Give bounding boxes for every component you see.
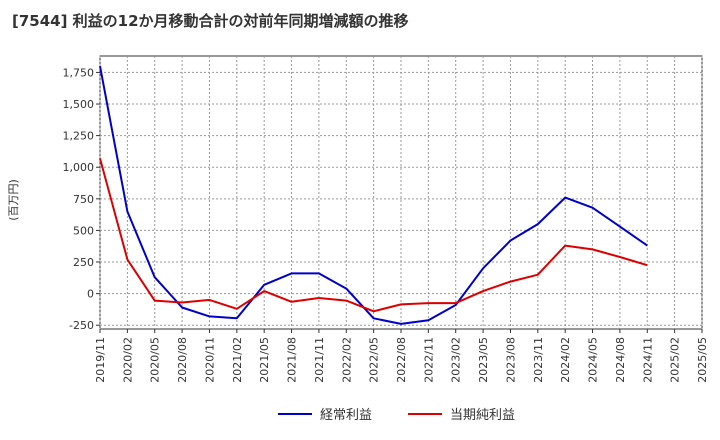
y-tick-label: 0 [87,288,94,301]
y-tick-label: 250 [73,256,94,269]
y-tick-label: 750 [73,193,94,206]
y-axis: -250 0 250 500 750 1,000 1,250 1,500 1,750 [63,66,100,332]
x-tick-label: 2025/02 [669,337,682,383]
series-layer [99,65,648,325]
y-axis-label: (百万円) [7,179,20,221]
x-tick-label: 2021/05 [258,337,271,383]
x-tick-label: 2020/02 [121,337,134,383]
chart-title: [7544] 利益の12か月移動合計の対前年同期増減額の推移 [12,12,409,30]
series-line-net-profit [99,158,648,313]
x-tick-label: 2019/11 [94,337,107,383]
x-tick-label: 2020/11 [203,337,216,383]
x-tick-label: 2025/05 [696,337,709,383]
x-tick-label: 2022/08 [395,337,408,383]
grid-layer [99,56,703,329]
series-line-ordinary-profit [99,65,648,325]
x-tick-label: 2023/08 [504,337,517,383]
legend-label: 経常利益 [320,408,372,423]
x-tick-label: 2022/11 [422,337,435,383]
legend: 経常利益 当期純利益 [278,408,515,423]
x-tick-label: 2024/08 [614,337,627,383]
y-tick-label: 500 [73,224,94,237]
y-tick-label: -250 [69,319,94,332]
y-tick-label: 1,000 [63,161,95,174]
x-tick-label: 2024/02 [559,337,572,383]
y-tick-label: 1,250 [63,130,95,143]
x-tick-label: 2022/05 [368,337,381,383]
x-tick-label: 2023/05 [477,337,490,383]
x-tick-label: 2024/05 [587,337,600,383]
y-tick-label: 1,750 [63,66,95,79]
y-tick-label: 1,500 [63,98,95,111]
x-tick-label: 2020/05 [149,337,162,383]
x-tick-label: 2022/02 [340,337,353,383]
x-tick-label: 2021/08 [286,337,299,383]
x-tick-label: 2020/08 [176,337,189,383]
x-tick-label: 2024/11 [641,337,654,383]
x-tick-label: 2023/11 [532,337,545,383]
x-tick-label: 2021/11 [313,337,326,383]
x-axis: 2019/11 2020/02 2020/05 2020/08 2020/11 2021/… [94,329,709,383]
x-tick-label: 2023/02 [450,337,463,383]
x-tick-label: 2021/02 [231,337,244,383]
legend-label: 当期純利益 [450,408,515,423]
